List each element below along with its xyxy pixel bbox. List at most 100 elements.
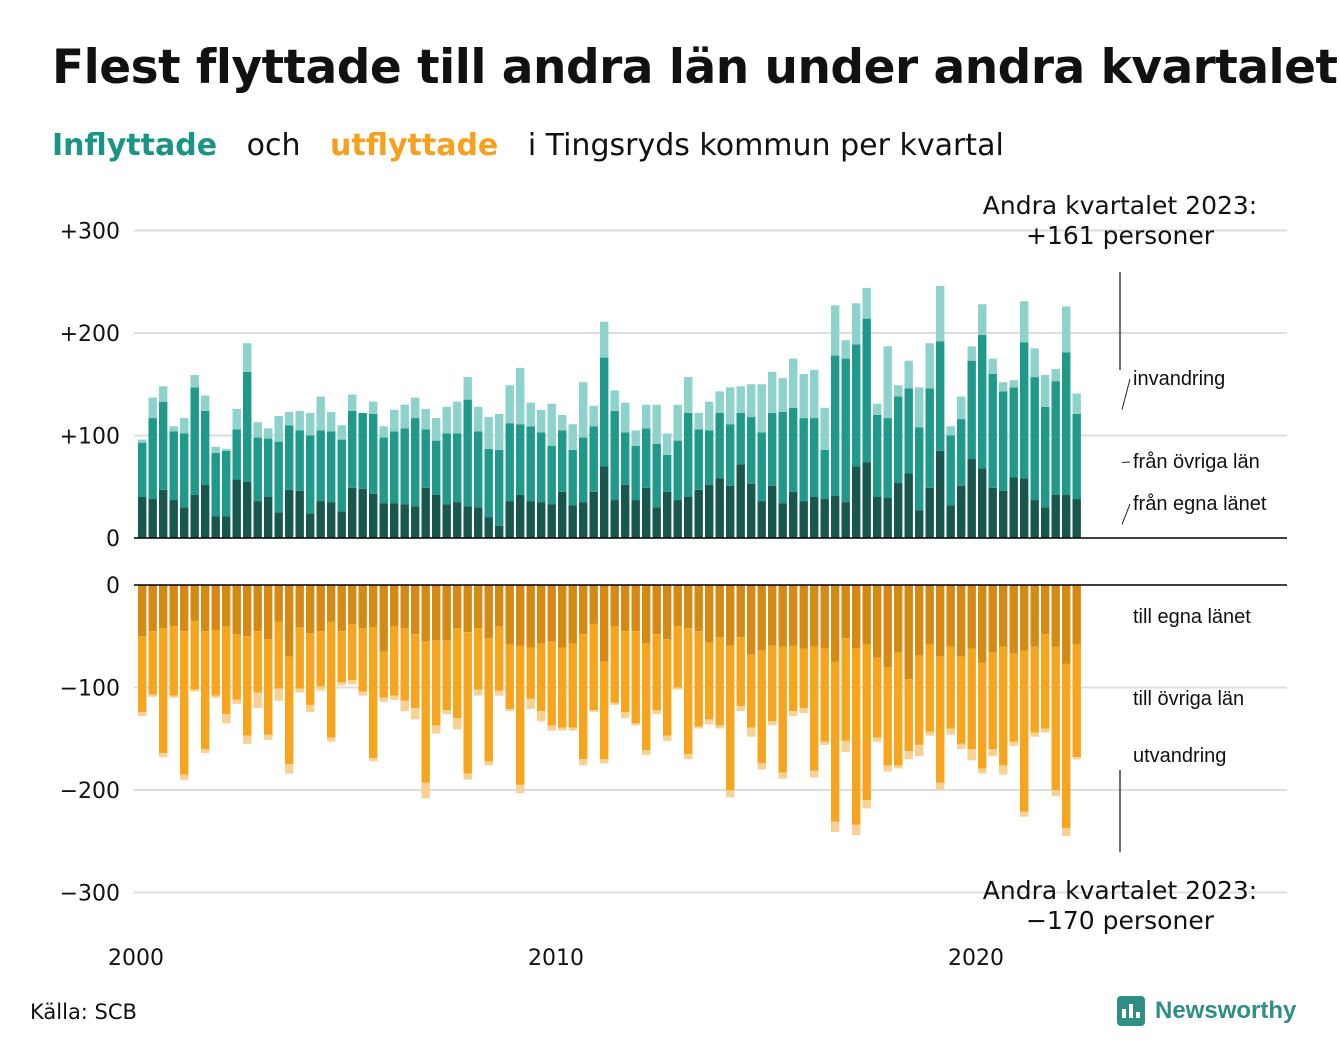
bar-invandring [726, 387, 735, 425]
bar-invandring [988, 358, 997, 374]
bar-till-egna-länet [589, 585, 598, 624]
bar-invandring [232, 408, 241, 430]
bar-från-övriga-län [600, 357, 609, 467]
bar-till-övriga-län [705, 642, 714, 720]
bar-invandring [789, 358, 798, 408]
bar-invandring [579, 382, 588, 438]
bar-från-övriga-län [190, 387, 199, 495]
bar-utvandring [936, 782, 945, 790]
bar-till-egna-länet [537, 585, 546, 644]
bar-invandring [348, 394, 357, 411]
bar-utvandring [684, 754, 693, 760]
bar-till-övriga-län [516, 645, 525, 785]
bar-från-egna-länet [915, 510, 924, 538]
bar-från-egna-länet [547, 504, 556, 538]
bar-från-egna-länet [232, 479, 241, 538]
bar-utvandring [463, 773, 472, 780]
bar-från-övriga-län [673, 440, 682, 501]
bar-utvandring [621, 712, 630, 719]
bar-till-egna-länet [390, 585, 399, 626]
bar-från-egna-länet [1072, 499, 1081, 538]
bar-till-egna-länet [642, 585, 651, 644]
bar-till-övriga-län [862, 644, 871, 801]
bar-till-egna-länet [169, 585, 178, 626]
bar-invandring [873, 403, 882, 415]
bar-invandring [768, 371, 777, 413]
bar-från-övriga-län [621, 432, 630, 485]
bar-från-övriga-län [694, 429, 703, 490]
bar-invandring [484, 417, 493, 449]
bar-utvandring [999, 765, 1008, 775]
bar-utvandring [526, 698, 535, 710]
bar-till-övriga-län [1041, 634, 1050, 729]
bar-till-övriga-län [642, 643, 651, 751]
bar-från-egna-länet [442, 504, 451, 538]
bar-från-övriga-län [495, 449, 504, 526]
bar-invandring [337, 425, 346, 440]
bar-från-övriga-län [484, 448, 493, 518]
bar-från-egna-länet [1020, 478, 1029, 538]
bar-från-egna-länet [862, 462, 871, 538]
bar-från-egna-länet [337, 511, 346, 538]
bar-utvandring [484, 761, 493, 766]
bar-invandring [967, 346, 976, 361]
y-tick-label: −300 [60, 882, 120, 907]
bar-från-egna-länet [159, 489, 168, 538]
bar-till-övriga-län [831, 661, 840, 822]
bar-utvandring [222, 714, 231, 724]
bar-invandring [306, 412, 315, 436]
bar-från-egna-länet [463, 506, 472, 538]
bar-chart-icon [1117, 996, 1145, 1026]
bar-från-övriga-län [547, 445, 556, 505]
bar-till-övriga-län [663, 639, 672, 736]
bar-invandring [1030, 348, 1039, 378]
bar-till-övriga-län [390, 626, 399, 696]
bar-invandring [243, 343, 252, 372]
bar-till-övriga-län [211, 630, 220, 696]
bar-från-övriga-län [453, 433, 462, 503]
bar-till-egna-länet [810, 585, 819, 647]
bar-till-egna-länet [411, 585, 420, 635]
bar-utvandring [579, 759, 588, 766]
bar-från-egna-länet [831, 495, 840, 538]
bar-från-egna-länet [967, 459, 976, 538]
bar-från-egna-länet [789, 491, 798, 538]
bar-till-övriga-län [358, 628, 367, 692]
bar-till-egna-länet [316, 585, 325, 632]
y-tick-label: −100 [60, 677, 120, 702]
bar-utvandring [967, 749, 976, 761]
bar-utvandring [327, 737, 336, 742]
bar-till-egna-länet [694, 585, 703, 632]
bar-från-egna-länet [495, 525, 504, 538]
bar-från-övriga-län [348, 410, 357, 488]
bar-invandring [495, 413, 504, 450]
bar-till-övriga-län [222, 626, 231, 715]
bar-från-egna-länet [610, 500, 619, 538]
bar-från-övriga-län [421, 429, 430, 488]
bar-från-egna-länet [883, 498, 892, 538]
bar-från-övriga-län [568, 449, 577, 506]
bar-invandring [820, 407, 829, 450]
bar-från-övriga-län [432, 440, 441, 495]
bar-från-egna-länet [211, 516, 220, 538]
bar-från-egna-länet [841, 502, 850, 538]
bar-utvandring [663, 735, 672, 741]
subtitle-rest: i Tingsryds kommun per kvartal [527, 128, 1004, 163]
bar-till-egna-länet [505, 585, 514, 645]
bar-från-övriga-län [1051, 381, 1060, 495]
bar-till-egna-länet [736, 585, 745, 638]
bar-från-egna-länet [684, 497, 693, 538]
bar-till-egna-länet [757, 585, 766, 651]
bar-utvandring [925, 731, 934, 736]
bar-invandring [537, 409, 546, 433]
bar-utvandring [1072, 757, 1081, 760]
bar-utvandring [348, 680, 357, 685]
bar-från-övriga-län [400, 428, 409, 505]
bar-från-övriga-län [369, 413, 378, 494]
bar-från-övriga-län [327, 431, 336, 503]
series-label: från övriga län [1133, 451, 1260, 473]
bar-invandring [946, 426, 955, 436]
bar-utvandring [159, 753, 168, 758]
bar-utvandring [432, 725, 441, 734]
bar-till-övriga-län [327, 621, 336, 738]
